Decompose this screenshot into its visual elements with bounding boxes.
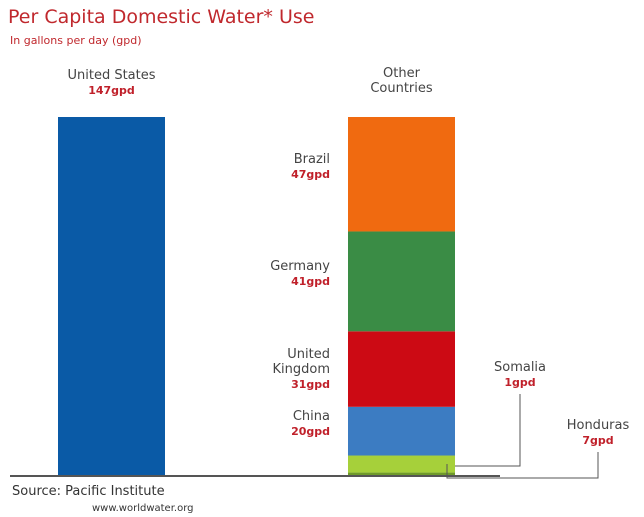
category-label: United States 147gpd [38, 68, 185, 98]
series-name: China [292, 409, 330, 425]
callout-label: Somalia 1gpd [470, 360, 570, 390]
bar-segment [348, 455, 455, 473]
series-name: Germany [270, 259, 330, 275]
callout-label: Honduras 7gpd [548, 418, 644, 448]
bar-segment [348, 472, 455, 475]
value-label: 47gpd [291, 168, 330, 182]
source: Source: Pacific Institute [12, 484, 165, 499]
value-label: 41gpd [291, 275, 330, 289]
value-label: 147gpd [88, 84, 135, 97]
segment-label: Germany 41gpd [238, 259, 330, 289]
segment-label: United Kingdom 31gpd [238, 347, 331, 392]
leader-line [446, 452, 599, 479]
source-url: www.worldwater.org [92, 503, 194, 514]
series-name: Somalia [493, 360, 547, 375]
chart-subtitle: In gallons per day (gpd) [10, 34, 142, 47]
segment-label: Brazil 47gpd [238, 152, 330, 182]
category-name: Other Countries [370, 66, 433, 96]
segment-label: China 20gpd [238, 409, 330, 439]
chart-title: Per Capita Domestic Water* Use [8, 6, 315, 28]
value-label: 7gpd [582, 434, 614, 447]
leader-line [446, 394, 521, 474]
value-label: 31gpd [291, 378, 330, 392]
bar-segment [348, 231, 455, 332]
category-name: United States [67, 68, 156, 83]
bar-segment [348, 117, 455, 232]
series-name: Brazil [293, 152, 330, 168]
bar-segment [348, 406, 455, 456]
value-label: 20gpd [291, 425, 330, 439]
value-label: 1gpd [504, 376, 536, 389]
bar-segment [58, 117, 165, 475]
bar-segment [348, 331, 455, 407]
category-label: Other Countries [328, 66, 475, 96]
series-name: Honduras [566, 418, 630, 433]
series-name: United Kingdom [272, 347, 331, 378]
